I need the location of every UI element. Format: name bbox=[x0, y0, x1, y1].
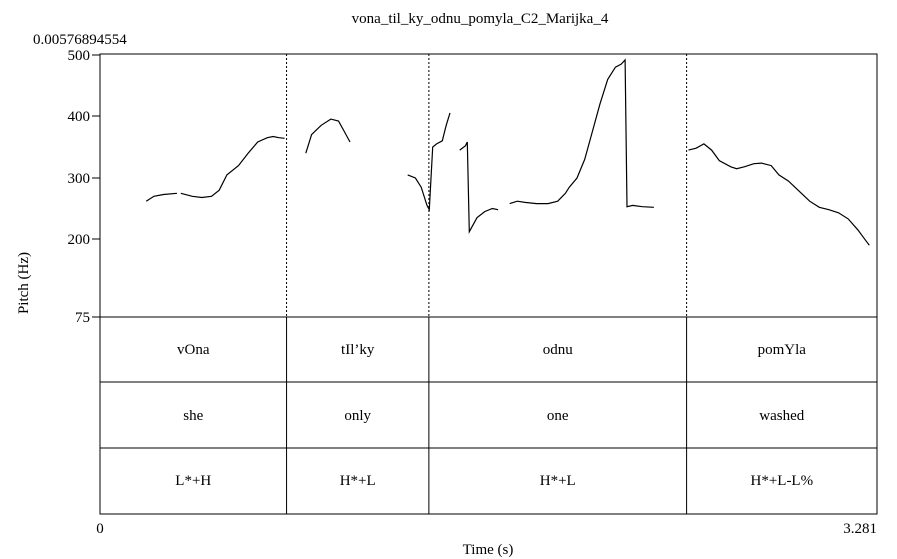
pitch-segment-3 bbox=[407, 112, 451, 212]
tier-words-label: pomYla bbox=[758, 342, 807, 358]
x-tick-label-end: 3.281 bbox=[843, 521, 877, 537]
tier-words-label: tIl’ky bbox=[341, 342, 375, 358]
tier-tones-label: H*+L-L% bbox=[750, 473, 813, 489]
tier-gloss-label: she bbox=[183, 408, 203, 424]
word-boundaries bbox=[286, 54, 688, 514]
pitch-segment-5 bbox=[509, 58, 654, 208]
x-axis-label: Time (s) bbox=[463, 542, 514, 558]
pitch-segment-0 bbox=[145, 192, 177, 202]
pitch-segment-2 bbox=[305, 118, 351, 154]
plot-frame bbox=[99, 53, 878, 515]
chart-title: vona_til_ky_odnu_pomyla_C2_Marijka_4 bbox=[352, 11, 609, 27]
y-axis: 500 400 300 200 75 bbox=[68, 48, 100, 326]
tier-words-label: odnu bbox=[543, 342, 574, 358]
tier-tones-label: H*+L bbox=[540, 473, 576, 489]
tier-words-label: vOna bbox=[177, 342, 210, 358]
y-tick-label: 75 bbox=[75, 310, 90, 326]
tier-separators bbox=[100, 316, 877, 449]
tier-tones-label: L*+H bbox=[175, 473, 211, 489]
y-axis-label: Pitch (Hz) bbox=[16, 252, 32, 314]
tier-gloss-label: washed bbox=[759, 408, 804, 424]
x-tick-label-start: 0 bbox=[96, 521, 104, 537]
time-start-label: 0.00576894554 bbox=[33, 32, 127, 48]
pitch-contour bbox=[145, 58, 870, 246]
annotation-tiers: vOna tIl’ky odnu pomYla she only one washed L*+H… bbox=[175, 342, 813, 489]
pitch-segment-6 bbox=[688, 143, 870, 246]
pitch-segment-1 bbox=[180, 135, 285, 199]
pitch-segment-4 bbox=[459, 141, 499, 234]
tier-tones-label: H*+L bbox=[340, 473, 376, 489]
y-tick-label: 200 bbox=[68, 232, 91, 248]
tier-gloss-label: only bbox=[344, 408, 371, 424]
y-tick-label: 500 bbox=[68, 48, 91, 64]
tier-gloss-label: one bbox=[547, 408, 569, 424]
y-tick-label: 400 bbox=[68, 109, 91, 125]
y-tick-label: 300 bbox=[68, 171, 91, 187]
